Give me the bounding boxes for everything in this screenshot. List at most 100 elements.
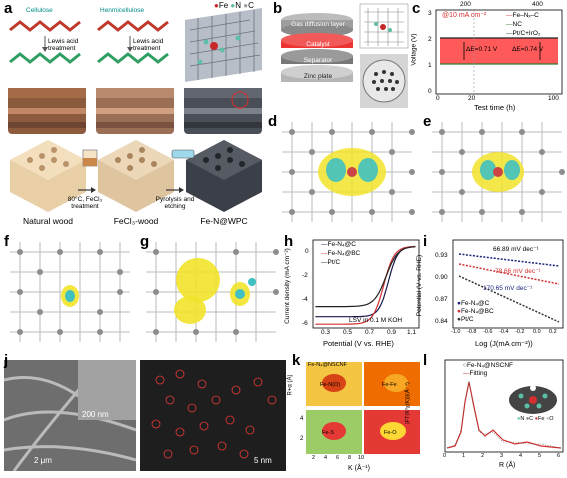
chart-i-xlabel: Log (J(mA cm⁻²)) xyxy=(475,339,533,348)
scale-bar-200nm: 200 nm xyxy=(82,410,109,419)
charge-density-blob-icon xyxy=(472,152,524,192)
battery-schematic xyxy=(281,3,409,108)
panel-a-illustration xyxy=(8,8,262,212)
tube-furnace-icon xyxy=(171,149,195,159)
fecl3-wood-block-icon xyxy=(98,140,174,212)
wavelet-label-fe-fe: Fe-Fe xyxy=(382,382,397,388)
panel-d xyxy=(272,112,422,232)
wavelet-title: Fe-N₄@NSCNF xyxy=(308,362,347,368)
fe-n4-molecule-icon xyxy=(509,385,557,414)
atom-o: O xyxy=(549,416,554,422)
tafel-chart xyxy=(452,239,564,329)
legend-n: N xyxy=(235,1,242,10)
wavelet-label-fe-o: Fe-O xyxy=(384,430,397,436)
delta-e-2: ΔE=0.74 V xyxy=(512,46,544,53)
panel-label-k: k xyxy=(292,352,301,369)
k-xtick-8: 8 xyxy=(348,455,352,461)
h-xtick-4: 1.1 xyxy=(407,329,417,336)
lsv-chart xyxy=(312,239,420,329)
fe-n-wpc-block-icon xyxy=(186,140,262,212)
wavelet-map-1 xyxy=(306,362,362,406)
panel-label-e: e xyxy=(423,113,432,130)
hemicellulose-label: Henmicellulose xyxy=(100,7,145,14)
panel-i: 66.89 mV dec⁻¹ 78.66 mV dec⁻¹ 170.65 mV … xyxy=(416,232,567,352)
panel-g xyxy=(136,232,282,350)
l-xtick-0: 0 xyxy=(443,453,447,459)
y-tick-0: 0 xyxy=(428,88,432,95)
h-ytick-2: -4 xyxy=(302,296,308,303)
atom-n: N xyxy=(520,416,525,422)
lattice-thumbnail-icon xyxy=(359,3,409,49)
panel-e xyxy=(422,112,567,232)
chart-k-xlabel: K (Å⁻¹) xyxy=(348,465,370,472)
caption-fecl3-wood: FeCl₃-wood xyxy=(113,216,159,226)
charge-density-lattice-e xyxy=(432,122,565,222)
panel-label-l: l xyxy=(423,352,428,369)
atom-c: C xyxy=(529,416,534,422)
caption-fe-n-wpc: Fe-N@WPC xyxy=(200,216,248,226)
charge-density-lattice-g xyxy=(146,242,279,342)
h-ytick-1: -2 xyxy=(302,272,308,279)
charge-density-blob-icon xyxy=(61,285,79,307)
chart-h-legend: —Fe-N₄@C —Fe-N₄@BC —Pt/C xyxy=(321,241,361,266)
voltage-gap-fill xyxy=(440,38,558,64)
i-ytick-3: 0.84 xyxy=(435,318,448,325)
panel-label-c: c xyxy=(412,0,421,17)
l-xtick-5: 5 xyxy=(538,453,542,459)
fe-n-c-lattice-icon xyxy=(185,8,262,82)
chart-h-frame xyxy=(312,239,420,329)
lewis-acid-label-1: Lewis acid treatment xyxy=(48,38,79,52)
h-xtick-3: 0.9 xyxy=(387,329,397,336)
haadf-stem-image xyxy=(140,360,286,471)
i-ytick-1: 0.90 xyxy=(435,274,448,281)
panel-f xyxy=(0,232,136,350)
carbon-atoms xyxy=(17,249,123,335)
legend-fenc: Fe–Nₓ–C xyxy=(512,12,539,19)
legend-i-1: Fe-N₄@C xyxy=(460,300,490,307)
wavelet-map-3 xyxy=(306,410,362,454)
i-xtick-6: 0.2 xyxy=(549,329,557,335)
fecl3-fiber-bundle-icon xyxy=(96,88,174,134)
carbon-atoms xyxy=(153,249,279,335)
layer-zinc-plate: Zinc plate xyxy=(303,73,333,80)
h-ytick-3: -6 xyxy=(302,320,308,327)
layer-gas-diffusion: Gas diffusion layer xyxy=(291,21,345,28)
chart-i-legend: ●Fe-N₄@C ●Fe-N₄@BC ●Pt/C xyxy=(457,300,494,323)
battery-layers-icon xyxy=(281,13,353,82)
h-xtick-0: 0.3 xyxy=(321,329,331,336)
charge-density-blob-icon xyxy=(174,258,256,324)
lsv-curve-1 xyxy=(315,245,416,325)
legend-i-3: Pt/C xyxy=(460,316,474,323)
panel-c: @10 mA cm⁻² —Fe–Nₓ–C —NC —Pt/C+IrO₂ ΔE=0… xyxy=(411,0,567,112)
panel-label-j: j xyxy=(4,352,9,369)
i-xtick-0: -1.0 xyxy=(451,329,461,335)
chart-i-frame xyxy=(452,239,564,329)
chart-l-legend: ○Fe-N₄@NSCNF —Fitting xyxy=(463,362,514,377)
l-xtick-1: 1 xyxy=(462,453,466,459)
lsv-annotation: LSV in 0.1 M KOH xyxy=(349,317,403,324)
bottom-tick-2: 20 xyxy=(468,95,476,102)
delta-e-1: ΔE=0.71 V xyxy=(466,46,498,53)
k-ytick-2: 2 xyxy=(300,436,304,442)
legend-i-2: Fe-N₄@BC xyxy=(460,308,494,315)
wavelet-map-2 xyxy=(364,362,420,406)
chart-h-ylabel: Current density (mA cm⁻²) xyxy=(283,248,291,324)
panel-j: 200 nm 2 μm 5 nm xyxy=(0,352,290,473)
slope-label-1: 66.89 mV dec⁻¹ xyxy=(493,246,539,253)
l-xtick-6: 6 xyxy=(557,453,561,459)
beaker-icon xyxy=(82,149,98,167)
legend-c: C xyxy=(248,1,254,10)
chart-c-xlabel: Test time (h) xyxy=(474,103,516,112)
layer-catalyst: Catalyst xyxy=(306,41,330,48)
hemicellulose-molecule-icon xyxy=(97,20,169,64)
caption-natural-wood: Natural wood xyxy=(22,216,74,226)
scale-bar-2um: 2 μm xyxy=(34,456,52,465)
i-xtick-4: -0.2 xyxy=(515,329,525,335)
slope-label-2: 78.66 mV dec⁻¹ xyxy=(495,268,541,275)
panel-label-i: i xyxy=(423,233,428,250)
chart-l-ylabel: |FT(K³χ(K))|(Å⁻⁴) xyxy=(404,382,411,424)
l-xtick-3: 3 xyxy=(500,453,504,459)
exafs-fitting-chart xyxy=(444,359,564,453)
panel-h: —Fe-N₄@C —Fe-N₄@BC —Pt/C LSV in 0.1 M KO… xyxy=(283,232,423,352)
panel-label-g: g xyxy=(140,233,150,250)
